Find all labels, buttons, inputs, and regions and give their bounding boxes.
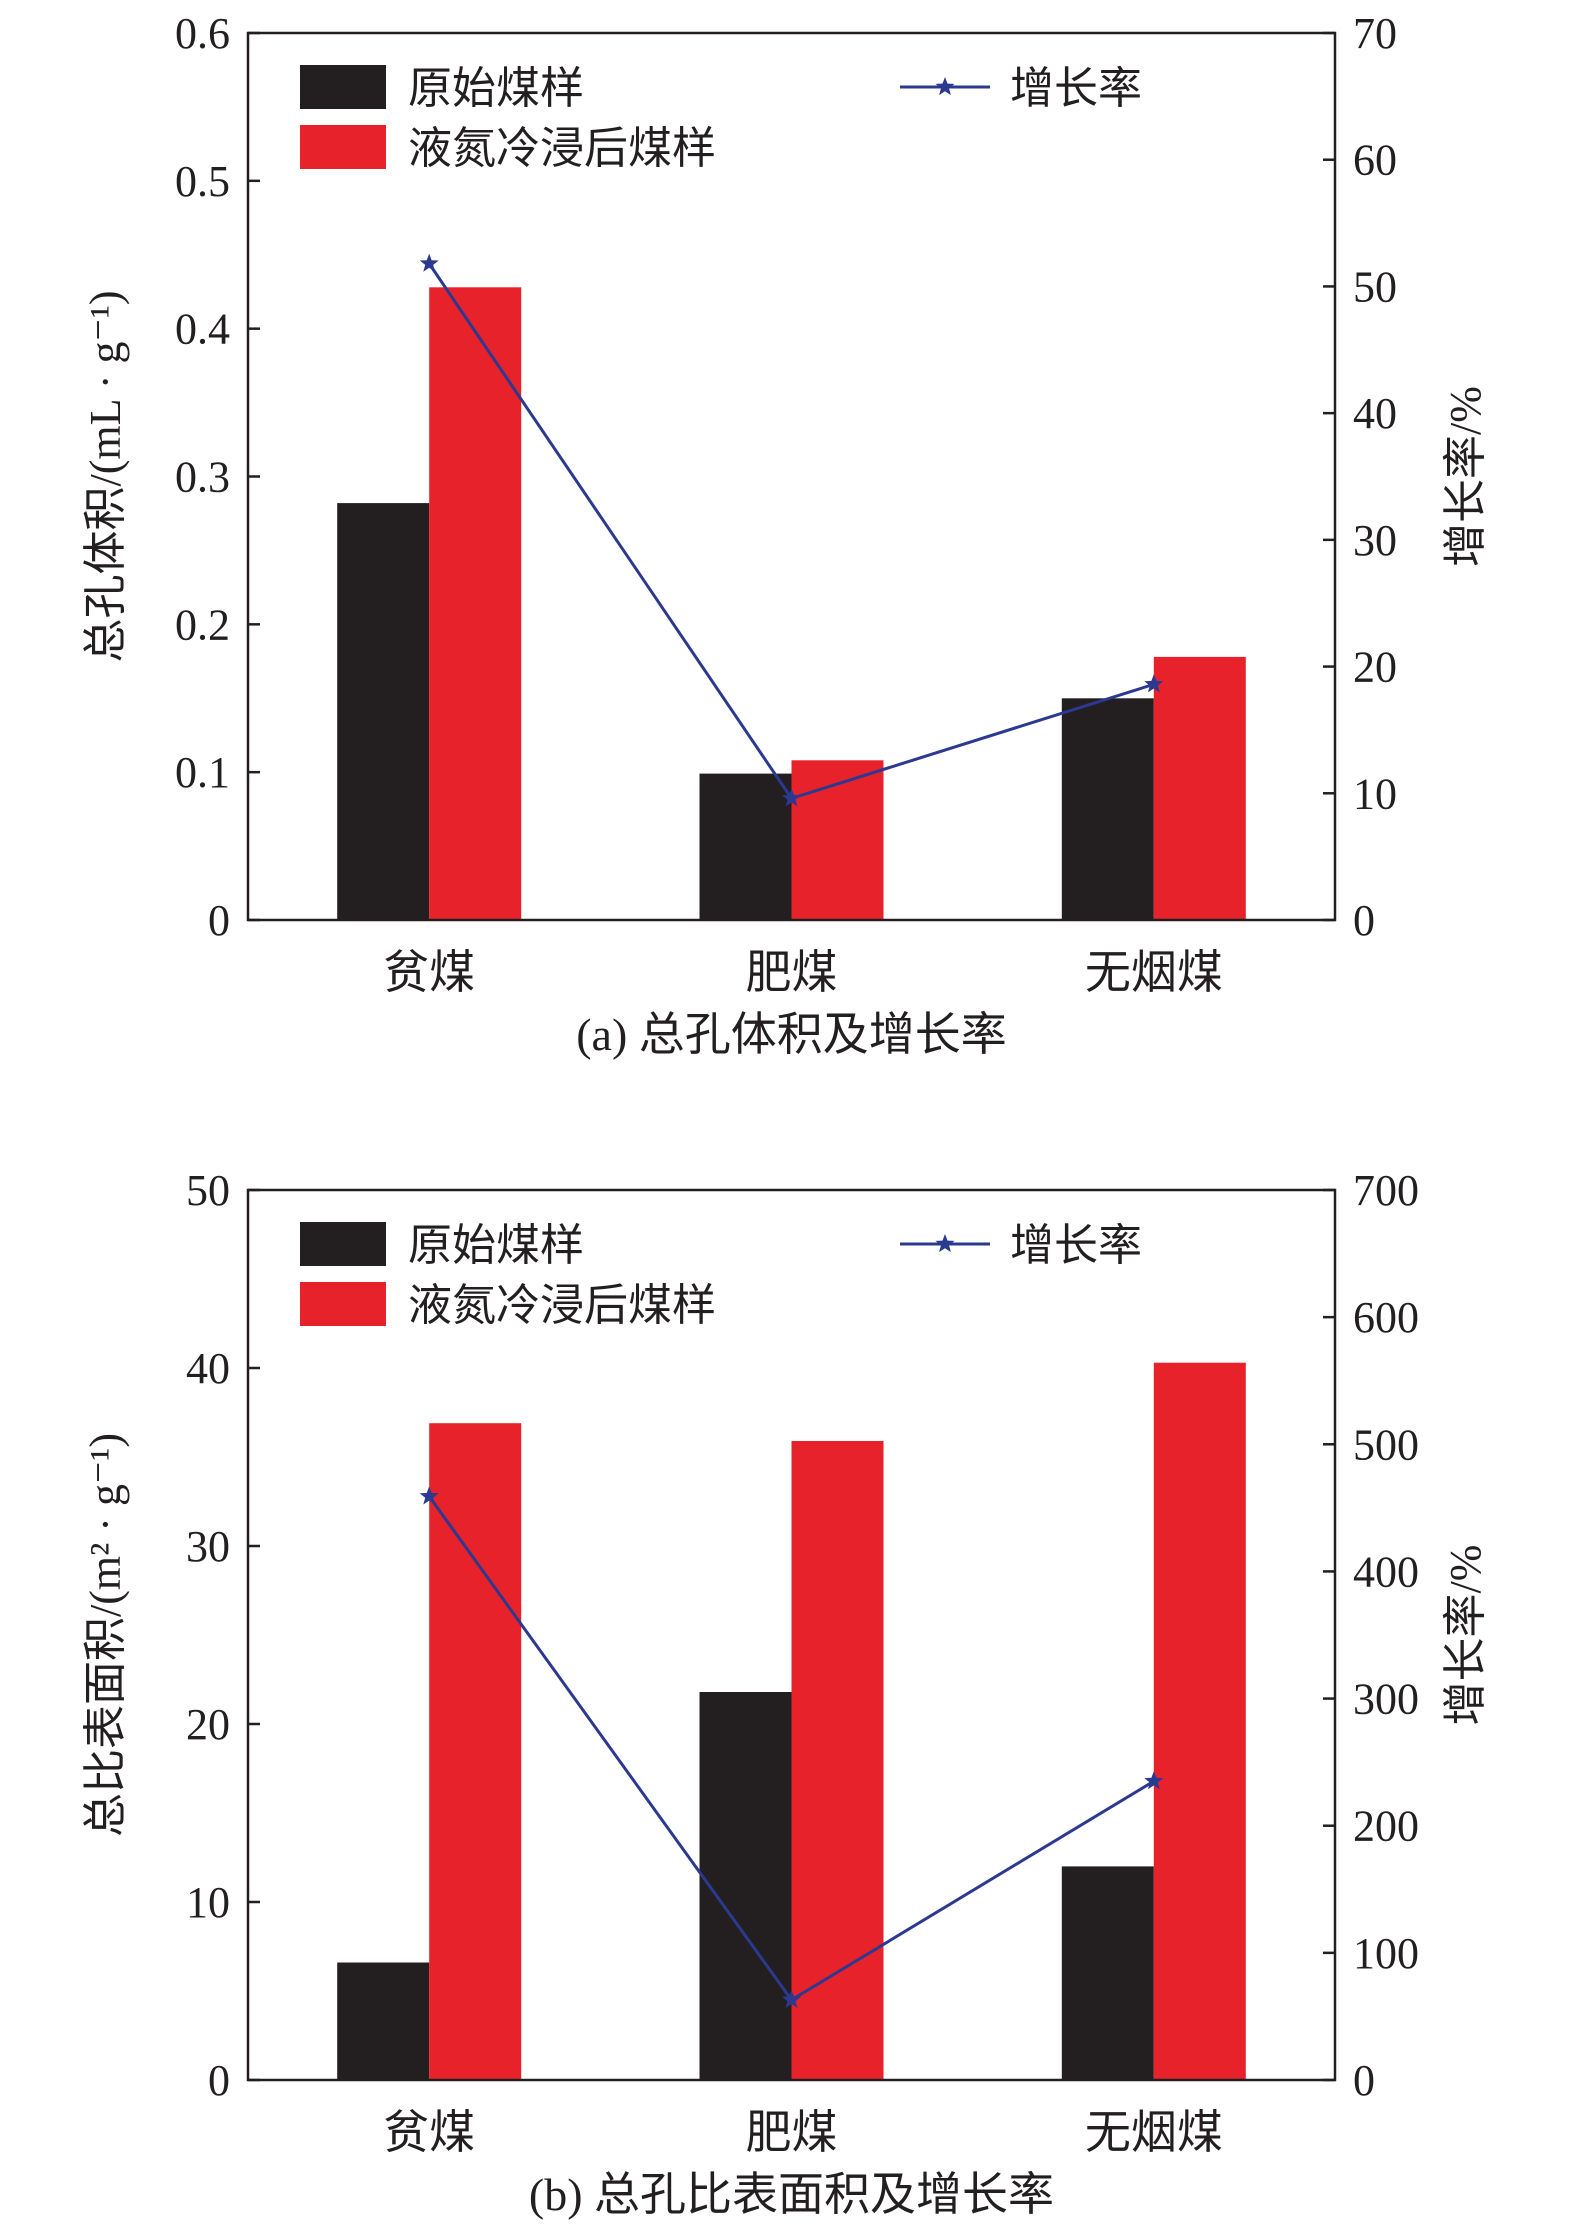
left-tick-label: 0.1 (175, 748, 230, 797)
growth-point-1 (419, 253, 439, 272)
right-tick-label: 700 (1353, 1166, 1419, 1215)
right-tick-label: 70 (1353, 9, 1397, 58)
growth-point-2 (782, 788, 801, 807)
left-tick-label: 0.3 (175, 453, 230, 502)
left-tick-label: 30 (186, 1522, 230, 1571)
bar-treated-1 (429, 287, 522, 920)
chart-a: 0 0.1 0.2 0.3 0.4 0.5 0.6 0 10 20 30 40 50 60 70 贫煤 肥煤 无烟… (81, 9, 1490, 1060)
category-label: 肥煤 (746, 947, 838, 998)
legend-swatch-original (300, 1222, 386, 1266)
right-tick-label: 600 (1353, 1293, 1419, 1342)
growth-line (427, 262, 1155, 801)
legend-marker-growth (935, 77, 955, 96)
legend-label-original: 原始煤样 (408, 64, 584, 113)
category-label: 无烟煤 (1085, 2107, 1223, 2158)
bar-original-1 (337, 1962, 430, 2080)
bar-original-2 (699, 773, 792, 920)
plot-frame (246, 1188, 1337, 2082)
right-tick-label: 500 (1353, 1420, 1419, 1469)
bar-treated-3 (1153, 1362, 1246, 2080)
legend-label-growth: 增长率 (1010, 64, 1142, 113)
legend-label-growth: 增长率 (1010, 1221, 1142, 1270)
legend-swatch-treated (300, 125, 386, 169)
legend-label-original: 原始煤样 (408, 1221, 584, 1270)
left-tick-label: 20 (186, 1700, 230, 1749)
left-tick-label: 0.4 (175, 305, 230, 354)
legend-label-treated: 液氮冷浸后煤样 (408, 1281, 716, 1330)
left-tick-label: 0.5 (175, 157, 230, 206)
right-tick-label: 50 (1353, 262, 1397, 311)
category-label: 无烟煤 (1085, 947, 1223, 998)
growth-point-3 (1144, 1771, 1164, 1790)
bar-original-3 (1061, 1866, 1154, 2080)
bar-treated-2 (791, 760, 884, 920)
left-axis-title: 总比表面积/(m² · g⁻¹) (81, 1433, 130, 1837)
chart-caption: (b) 总孔比表面积及增长率 (529, 2169, 1054, 2220)
legend-swatch-original (300, 65, 386, 109)
left-tick-label: 0.2 (175, 600, 230, 649)
bar-original-3 (1061, 698, 1154, 921)
left-axis-title: 总孔体积/(mL · g⁻¹) (81, 290, 130, 662)
chart-caption: (a) 总孔体积及增长率 (576, 1009, 1007, 1060)
left-tick-label: 10 (186, 1878, 230, 1927)
right-tick-label: 100 (1353, 1929, 1419, 1978)
left-tick-label: 0 (208, 2056, 230, 2105)
right-tick-label: 400 (1353, 1547, 1419, 1596)
legend-label-treated: 液氮冷浸后煤样 (408, 124, 716, 173)
growth-point-3 (1144, 674, 1164, 693)
bar-original-1 (337, 503, 430, 920)
right-tick-label: 40 (1353, 389, 1397, 438)
growth-point-1 (419, 1486, 439, 1505)
right-tick-label: 30 (1353, 516, 1397, 565)
right-axis-title: 增长率/% (1441, 1545, 1490, 1726)
category-label: 贫煤 (383, 947, 475, 998)
right-tick-label: 0 (1353, 896, 1375, 945)
category-label: 肥煤 (746, 2107, 838, 2158)
left-tick-label: 50 (186, 1166, 230, 1215)
left-tick-label: 0 (208, 896, 230, 945)
left-tick-label: 0.6 (175, 9, 230, 58)
bar-treated-3 (1153, 656, 1246, 920)
bar-treated-1 (429, 1423, 522, 2080)
bar-treated-2 (791, 1441, 884, 2080)
legend-marker-growth (935, 1234, 955, 1253)
right-axis-title: 增长率/% (1441, 386, 1490, 567)
growth-point-2 (782, 1989, 801, 2008)
right-tick-label: 200 (1353, 1802, 1419, 1851)
left-tick-label: 40 (186, 1344, 230, 1393)
right-tick-label: 60 (1353, 136, 1397, 185)
right-tick-label: 10 (1353, 769, 1397, 818)
bar-original-2 (699, 1692, 792, 2080)
right-tick-label: 300 (1353, 1675, 1419, 1724)
right-tick-label: 20 (1353, 643, 1397, 692)
legend-swatch-treated (300, 1282, 386, 1326)
right-tick-label: 0 (1353, 2056, 1375, 2105)
category-label: 贫煤 (383, 2107, 475, 2158)
